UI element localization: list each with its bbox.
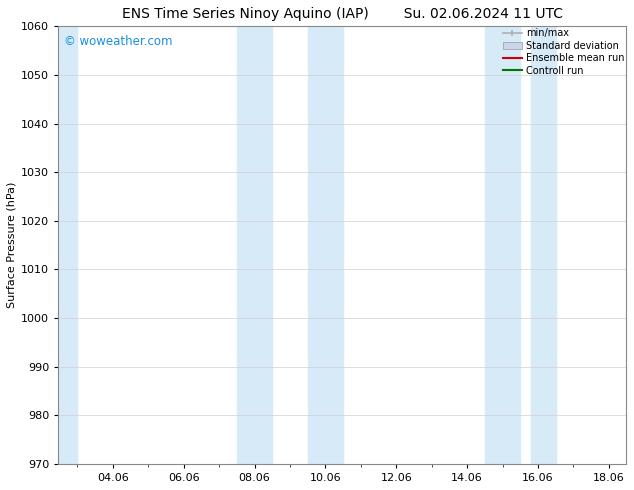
Text: © woweather.com: © woweather.com xyxy=(64,35,172,48)
Legend: min/max, Standard deviation, Ensemble mean run, Controll run: min/max, Standard deviation, Ensemble me… xyxy=(503,28,624,75)
Bar xyxy=(485,26,521,464)
Y-axis label: Surface Pressure (hPa): Surface Pressure (hPa) xyxy=(7,182,17,308)
Bar xyxy=(42,26,77,464)
Bar xyxy=(237,26,272,464)
Bar xyxy=(531,26,555,464)
Title: ENS Time Series Ninoy Aquino (IAP)        Su. 02.06.2024 11 UTC: ENS Time Series Ninoy Aquino (IAP) Su. 0… xyxy=(122,7,563,21)
Bar xyxy=(307,26,343,464)
